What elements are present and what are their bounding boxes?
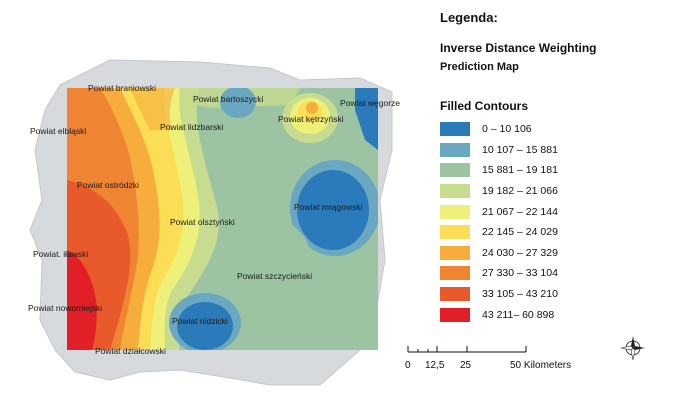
legend-item: 33 105 – 43 210 — [440, 284, 670, 305]
scale-label: 12,5 — [425, 360, 445, 371]
county-label: Powiat bartoszycki — [193, 94, 263, 104]
legend-item: 24 030 – 27 329 — [440, 243, 670, 264]
county-label: Powiat węgorzewski — [340, 98, 400, 108]
county-label: Powiat olsztyński — [170, 217, 235, 227]
scale-bar-ruler — [407, 346, 527, 353]
county-label: Powiat działcowski — [95, 346, 166, 356]
legend-item: 10 107 – 15 881 — [440, 140, 670, 161]
scale-label: 0 — [405, 360, 411, 371]
legend-item-label: 21 067 – 22 144 — [482, 205, 558, 218]
legend-item-label: 19 182 – 21 066 — [482, 185, 558, 198]
scale-label: 25 — [460, 360, 472, 371]
county-label: Powiat nowomiejski — [28, 303, 102, 313]
legend-item-label: 0 – 10 106 — [482, 123, 532, 136]
legend-swatch — [440, 163, 470, 178]
legend-items: 0 – 10 106 10 107 – 15 881 15 881 – 19 1… — [440, 119, 670, 325]
scale-bar: 0 12,5 25 50 Kilometers — [400, 340, 600, 380]
county-label: Powiat. iławski — [33, 249, 88, 259]
county-label: Powiat elbląski — [30, 126, 86, 136]
prediction-map: Powiat braniowski Powiat bartoszycki Pow… — [28, 59, 400, 386]
scale-label: 50 Kilometers — [510, 360, 572, 371]
legend-contours-title: Filled Contours — [440, 99, 528, 113]
county-label: Powiat mrągowski — [294, 202, 363, 212]
county-label: Powiat braniowski — [88, 83, 156, 93]
legend-item-label: 10 107 – 15 881 — [482, 143, 558, 156]
county-label: Powiat nidzicki — [172, 316, 228, 326]
legend-swatch — [440, 184, 470, 199]
legend-item-label: 24 030 – 27 329 — [482, 246, 558, 259]
legend-swatch — [440, 142, 470, 157]
county-label: Powiat ostródzki — [77, 180, 139, 190]
legend-swatch — [440, 204, 470, 219]
legend-subtitle-2: Prediction Map — [440, 61, 519, 73]
legend-swatch — [440, 307, 470, 322]
county-label: Powiat szczycieński — [237, 271, 312, 281]
legend-item-label: 22 145 – 24 029 — [482, 226, 558, 239]
legend-title: Legenda: — [440, 10, 498, 25]
legend: Legenda: Inverse Distance Weighting Pred… — [440, 10, 670, 325]
legend-item: 0 – 10 106 — [440, 119, 670, 140]
county-label: Powiat lidzbarski — [160, 122, 223, 132]
legend-swatch — [440, 225, 470, 240]
legend-swatch — [440, 245, 470, 260]
legend-item: 22 145 – 24 029 — [440, 222, 670, 243]
legend-item: 21 067 – 22 144 — [440, 201, 670, 222]
legend-item: 19 182 – 21 066 — [440, 181, 670, 202]
legend-item-label: 27 330 – 33 104 — [482, 267, 558, 280]
legend-item: 27 330 – 33 104 — [440, 263, 670, 284]
north-arrow-icon — [620, 336, 645, 361]
contour-surface — [67, 88, 378, 350]
legend-item: 43 211– 60 898 — [440, 304, 670, 325]
legend-item-label: 15 881 – 19 181 — [482, 164, 558, 177]
legend-swatch — [440, 122, 470, 137]
legend-subtitle: Inverse Distance Weighting — [440, 41, 597, 55]
county-label: Powiat kętrzyński — [278, 114, 344, 124]
legend-item-label: 33 105 – 43 210 — [482, 288, 558, 301]
legend-item-label: 43 211– 60 898 — [482, 308, 555, 321]
legend-swatch — [440, 266, 470, 281]
legend-swatch — [440, 287, 470, 302]
legend-item: 15 881 – 19 181 — [440, 160, 670, 181]
